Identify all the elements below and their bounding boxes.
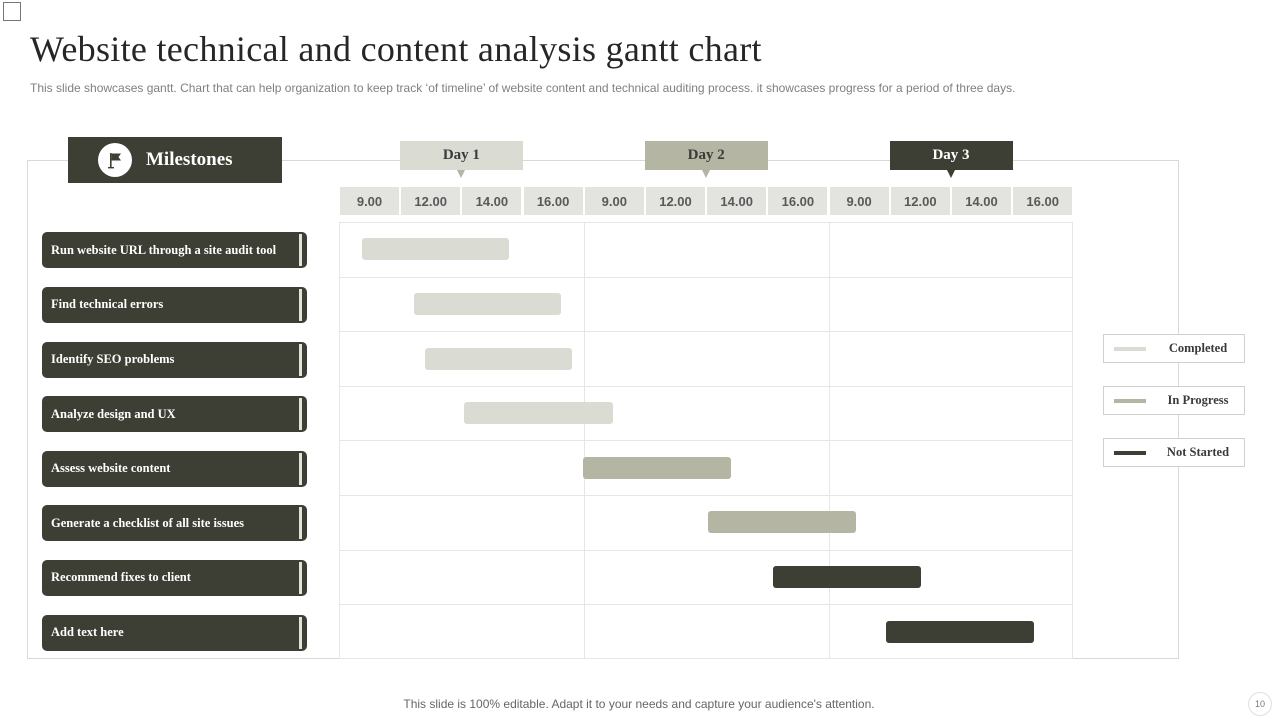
legend-label: Not Started bbox=[1166, 445, 1230, 459]
time-tick-label: 9.00 bbox=[340, 187, 399, 215]
slide-corner-marker bbox=[3, 2, 21, 21]
legend-label: Completed bbox=[1168, 341, 1228, 355]
page-number: 10 bbox=[1248, 692, 1272, 716]
gantt-bar-completed bbox=[361, 238, 510, 261]
milestones-header: Milestones bbox=[68, 137, 282, 183]
milestone-task-label: Add text here bbox=[42, 614, 307, 651]
grid-row-line bbox=[339, 604, 1073, 606]
time-tick-label: 12.00 bbox=[646, 187, 705, 215]
legend-swatch bbox=[1114, 347, 1146, 351]
grid-row-line bbox=[339, 495, 1073, 496]
gantt-bar-not-started bbox=[886, 620, 1035, 643]
gantt-bar-completed bbox=[464, 402, 613, 425]
day-header-3: Day 3 bbox=[889, 141, 1013, 170]
legend-item-completed: Completed bbox=[1103, 334, 1245, 363]
milestones-label: Milestones bbox=[146, 149, 233, 170]
grid-row-line bbox=[339, 549, 1073, 551]
grid-row-line bbox=[339, 276, 1073, 278]
grid-row-line bbox=[339, 385, 1073, 387]
day-header-arrow bbox=[457, 170, 466, 178]
day-header-arrow bbox=[702, 170, 711, 178]
page-subtitle: This slide showcases gantt. Chart that c… bbox=[30, 81, 1016, 95]
gantt-bar-completed bbox=[424, 347, 573, 370]
time-tick-label: 9.00 bbox=[584, 187, 644, 215]
gantt-bar-not-started bbox=[772, 565, 921, 588]
gantt-bar-in-progress bbox=[582, 456, 731, 479]
legend-item-in-progress: In Progress bbox=[1103, 386, 1245, 415]
time-tick-label: 16.00 bbox=[1013, 187, 1073, 215]
time-tick-label: 12.00 bbox=[890, 187, 950, 215]
time-tick-label: 12.00 bbox=[401, 187, 461, 215]
time-tick-label: 9.00 bbox=[829, 187, 889, 215]
flag-icon bbox=[98, 143, 132, 177]
grid-day-line bbox=[583, 222, 585, 659]
day-header-2: Day 2 bbox=[644, 141, 768, 170]
milestone-task-label: Find technical errors bbox=[42, 286, 307, 323]
time-tick-label: 14.00 bbox=[952, 187, 1011, 215]
time-tick-label: 16.00 bbox=[523, 187, 583, 215]
time-tick-label: 14.00 bbox=[707, 187, 767, 215]
milestone-task-label: Analyze design and UX bbox=[42, 396, 307, 433]
legend-swatch bbox=[1114, 399, 1146, 403]
legend-label: In Progress bbox=[1167, 393, 1229, 407]
legend-swatch bbox=[1114, 451, 1146, 455]
grid-day-line bbox=[828, 222, 830, 659]
grid-row-line bbox=[339, 331, 1073, 333]
milestone-task-label: Assess website content bbox=[42, 450, 307, 487]
page-title: Website technical and content analysis g… bbox=[30, 29, 762, 69]
day-header-1: Day 1 bbox=[399, 141, 523, 170]
footer-note: This slide is 100% editable. Adapt it to… bbox=[0, 697, 1280, 711]
gantt-bar-completed bbox=[413, 292, 562, 315]
legend-item-not-started: Not Started bbox=[1103, 438, 1245, 467]
milestone-task-label: Recommend fixes to client bbox=[42, 559, 307, 596]
footer-text: This slide is 100% editable. Adapt it to… bbox=[403, 697, 875, 711]
time-tick-label: 16.00 bbox=[768, 187, 828, 215]
gantt-bar-in-progress bbox=[708, 511, 857, 534]
grid-row-line bbox=[339, 440, 1073, 442]
day-header-arrow bbox=[947, 170, 955, 178]
milestone-task-label: Identify SEO problems bbox=[42, 341, 307, 378]
time-tick-label: 14.00 bbox=[462, 187, 522, 215]
milestone-task-label: Generate a checklist of all site issues bbox=[42, 505, 307, 542]
milestone-task-label: Run website URL through a site audit too… bbox=[42, 232, 307, 269]
